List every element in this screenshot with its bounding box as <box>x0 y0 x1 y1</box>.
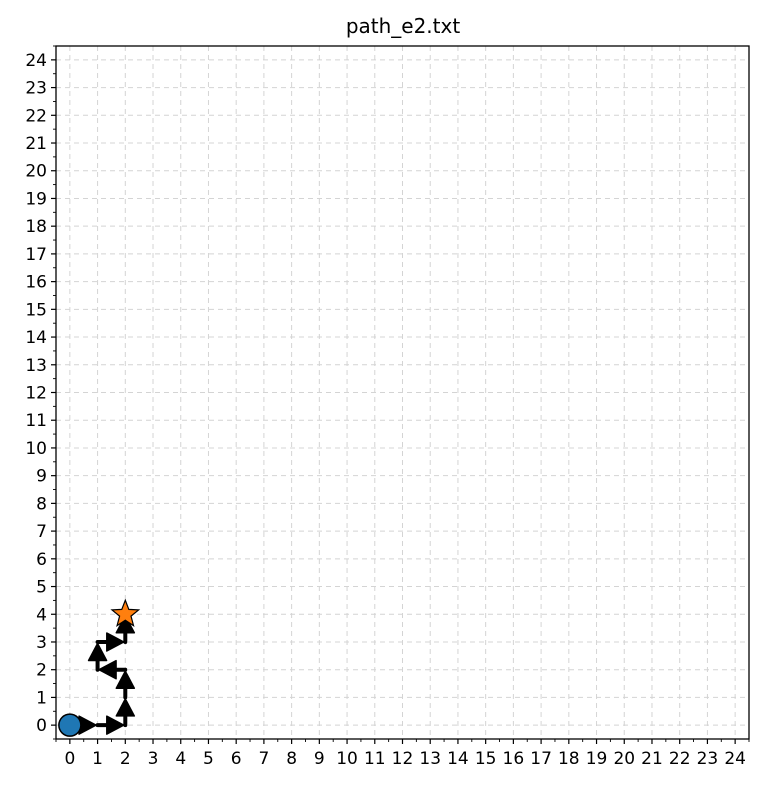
y-tick-label: 8 <box>36 494 47 514</box>
arrow-head <box>87 642 108 662</box>
endpoint-markers <box>58 598 141 737</box>
x-tick-label: 14 <box>447 749 469 769</box>
x-tick-label: 20 <box>613 749 635 769</box>
y-tick-label: 1 <box>36 688 47 708</box>
path-arrow <box>87 642 108 672</box>
y-tick-label: 22 <box>25 106 47 126</box>
arrow-head <box>115 698 136 717</box>
arrow-head <box>106 715 125 735</box>
y-tick-label: 17 <box>25 245 47 265</box>
x-tick-label: 4 <box>175 749 186 769</box>
y-tick-label: 3 <box>36 633 47 653</box>
x-tick-label: 21 <box>641 749 663 769</box>
y-tick-label: 5 <box>36 578 47 598</box>
x-tick-label: 7 <box>258 749 269 769</box>
x-tick-label: 13 <box>419 749 441 769</box>
x-tick-label: 3 <box>148 749 159 769</box>
path-arrow <box>95 632 125 652</box>
axis-ticks: 0 1 2 3 4 5 6 7 8 9 10 11 12 13 14 15 16 17 18 19 20 21 22 23 24… <box>25 45 750 769</box>
x-tick-label: 23 <box>697 749 719 769</box>
x-tick-label: 19 <box>586 749 608 769</box>
y-tick-label: 20 <box>25 162 47 182</box>
y-tick-label: 0 <box>36 716 47 736</box>
y-tick-label: 19 <box>25 189 47 209</box>
y-tick-label: 14 <box>25 328 47 348</box>
y-tick-label: 2 <box>36 661 47 681</box>
x-tick-label: 9 <box>314 749 325 769</box>
chart-title: path_e2.txt <box>346 14 461 38</box>
start-marker <box>58 713 82 737</box>
y-tick-label: 13 <box>25 356 47 376</box>
y-tick-label: 11 <box>25 411 47 431</box>
y-tick-label: 23 <box>25 79 47 99</box>
grid <box>56 46 749 739</box>
path-arrow <box>115 670 136 700</box>
x-tick-label: 6 <box>231 749 242 769</box>
arrow-head <box>115 615 136 634</box>
x-tick-label: 2 <box>120 749 131 769</box>
x-tick-label: 15 <box>475 749 497 769</box>
x-tick-label: 11 <box>364 749 386 769</box>
x-tick-label: 18 <box>558 749 580 769</box>
y-tick-label: 4 <box>36 605 47 625</box>
arrow-head <box>115 670 136 689</box>
y-tick-label: 18 <box>25 217 47 237</box>
x-tick-label: 24 <box>724 749 746 769</box>
x-tick-label: 10 <box>336 749 358 769</box>
path-arrow <box>95 715 125 735</box>
x-tick-label: 12 <box>392 749 414 769</box>
path-arrow <box>98 659 128 680</box>
arrow-head <box>106 632 125 652</box>
y-tick-label: 12 <box>25 384 47 404</box>
y-tick-label: 16 <box>25 273 47 293</box>
y-tick-label: 24 <box>25 51 47 71</box>
x-tick-label: 5 <box>203 749 214 769</box>
y-tick-label: 7 <box>36 522 47 542</box>
goal-star-marker <box>110 598 141 627</box>
x-tick-label: 16 <box>503 749 525 769</box>
path-arrow <box>115 698 136 728</box>
x-tick-label: 1 <box>92 749 103 769</box>
y-tick-label: 6 <box>36 550 47 570</box>
x-tick-label: 17 <box>530 749 552 769</box>
y-tick-label: 15 <box>25 300 47 320</box>
y-tick-label: 21 <box>25 134 47 154</box>
arrow-head <box>78 715 97 735</box>
y-tick-label: 9 <box>36 467 47 487</box>
path-arrow <box>115 615 136 644</box>
arrow-head <box>98 659 117 680</box>
y-tick-label: 10 <box>25 439 47 459</box>
x-tick-label: 0 <box>64 749 75 769</box>
x-tick-label: 8 <box>286 749 297 769</box>
x-tick-label: 22 <box>669 749 691 769</box>
path-arrows <box>67 615 136 735</box>
